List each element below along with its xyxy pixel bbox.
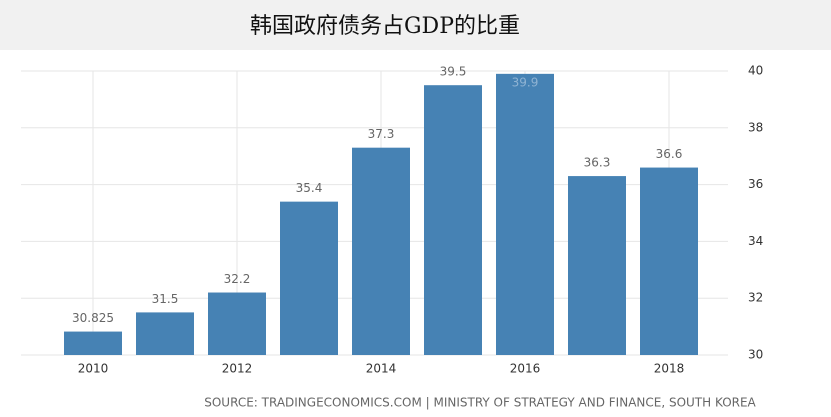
value-label: 35.4 [296,181,323,195]
chart-title: 韩国政府债务占GDP的比重 [250,14,520,39]
bar [280,201,338,355]
bar [568,176,626,355]
bar [640,167,698,355]
value-label: 36.3 [584,156,611,170]
value-label: 31.5 [152,292,179,306]
value-label: 39.5 [440,65,467,79]
value-label: 32.2 [224,272,251,286]
x-tick-label: 2012 [222,362,253,376]
x-tick-label: 2016 [510,362,541,376]
x-tick-label: 2018 [654,362,685,376]
bar [64,331,122,355]
bar [352,147,410,355]
value-label: 30.825 [72,311,114,325]
bar [424,85,482,355]
source: SOURCE: TRADINGECONOMICS.COM | MINISTRY … [204,396,756,410]
y-tick-label: 38 [748,120,763,134]
title-bar [0,0,831,50]
bar [208,292,266,355]
x-tick-label: 2014 [366,362,397,376]
y-tick-label: 30 [748,348,763,362]
y-tick-label: 40 [748,64,763,78]
x-tick-label: 2010 [78,362,109,376]
y-tick-label: 36 [748,177,763,191]
bar [496,73,554,355]
value-label: 36.6 [656,147,683,161]
y-tick-label: 34 [748,234,763,248]
y-tick-label: 32 [748,291,763,305]
value-label: 39.9 [512,75,539,89]
value-label: 37.3 [368,127,395,141]
bar [136,312,194,355]
